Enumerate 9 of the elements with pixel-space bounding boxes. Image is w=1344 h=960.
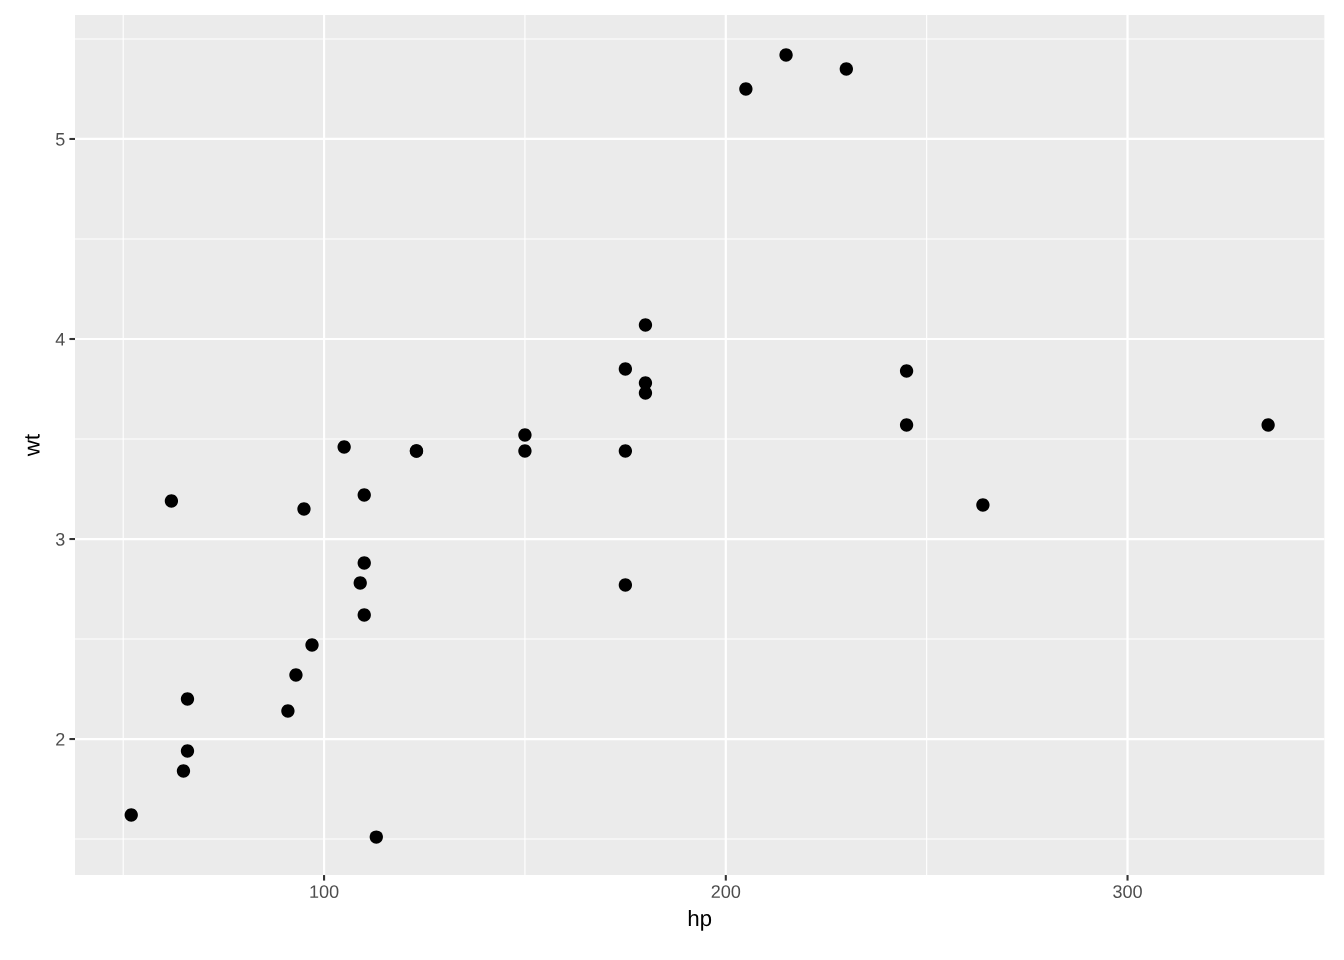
y-axis-title: wt <box>25 434 40 457</box>
x-axis-title: hp <box>688 909 712 931</box>
y-tick-label: 2 <box>56 732 65 746</box>
x-tick-label: 300 <box>1113 885 1142 899</box>
y-tick-label: 4 <box>55 333 65 346</box>
y-tick-label: 5 <box>55 133 65 146</box>
x-tick-label: 100 <box>310 885 339 899</box>
y-tick-label: 3 <box>55 532 65 546</box>
x-tick-label: 200 <box>711 885 741 899</box>
